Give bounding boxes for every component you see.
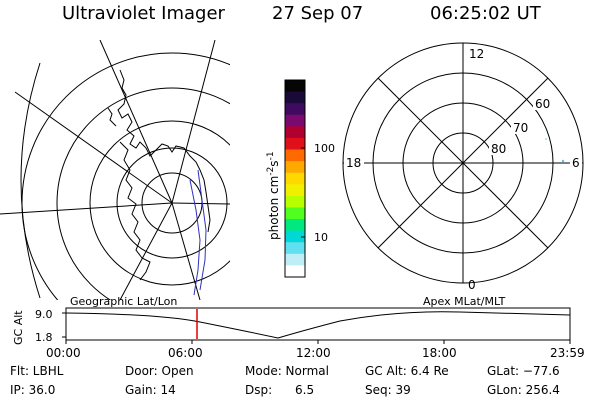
map-coastline-island: [107, 107, 117, 127]
colorbar-cell: [285, 207, 305, 220]
map-coastline-west: [119, 141, 151, 281]
map-meridian-4: [171, 40, 216, 204]
map-meridian-3: [14, 91, 173, 204]
colorbar-cell: [285, 219, 305, 232]
status-door: Door: Open: [125, 364, 194, 378]
status-dsp: Dsp: 6.5: [245, 383, 314, 397]
status-seq: Seq: 39: [365, 383, 411, 397]
status-footer: Flt: LBHL Door: Open Mode: Normal GC Alt…: [10, 364, 560, 397]
mlat-label-60: 60: [535, 97, 550, 111]
timeline-left-label: Geographic Lat/Lon: [70, 295, 177, 308]
timeline-y-top: 9.0: [35, 308, 53, 321]
time-label: 06:25:02 UT: [430, 3, 541, 24]
map-lat-circle-3: [89, 120, 230, 286]
map-lat-circle-2: [56, 87, 230, 300]
map-meridian-7: [99, 40, 173, 204]
colorbar-cell: [285, 265, 305, 278]
colorbar-cell: [285, 80, 305, 93]
mlt-label-0: 0: [468, 278, 476, 292]
map-meridian-2: [171, 202, 230, 205]
timeline-xtick-3: 18:00: [422, 346, 457, 360]
colorbar-cell: [285, 126, 305, 139]
polar-data-dot: [545, 138, 547, 140]
map-meridian-1: [0, 202, 173, 215]
colorbar-cell: [285, 172, 305, 185]
colorbar-cell: [285, 137, 305, 151]
status-mode: Mode: Normal: [245, 364, 329, 378]
timeline-xtick-0: 00:00: [46, 346, 81, 360]
map-blue-contour-1: [197, 169, 207, 291]
colorbar-cell: [285, 184, 305, 197]
timeline-xtick-1: 06:00: [168, 346, 203, 360]
colorbar: 100 10 photon cm-2s-1: [266, 79, 335, 278]
timeline-y-bottom: 1.8: [35, 331, 53, 344]
colorbar-cell: [285, 161, 305, 174]
mlt-label-18: 18: [346, 156, 361, 170]
status-gc-alt: GC Alt: 6.4 Re: [365, 364, 449, 378]
app-title: Ultraviolet Imager: [62, 3, 225, 24]
mlat-label-70: 70: [513, 121, 528, 135]
colorbar-unit-label: photon cm-2s-1: [266, 151, 281, 240]
status-ip: IP: 36.0: [10, 383, 55, 397]
orbit-altitude-curve: [65, 311, 571, 339]
map-meridian-5: [119, 202, 173, 300]
timeline-right-label: Apex MLat/MLT: [423, 295, 506, 308]
polar-labels: 12 18 6 0 60 70 80: [346, 47, 580, 292]
colorbar-cell: [285, 103, 305, 116]
colorbar-cell: [285, 253, 305, 267]
polar-data-dot: [561, 159, 565, 163]
colorbar-cell: [285, 114, 305, 127]
colorbar-cell: [285, 149, 305, 162]
timeline-y-axis-label: GC Alt: [12, 310, 25, 345]
polar-label-bg-70: [511, 120, 531, 134]
map-coastline-main: [117, 69, 211, 233]
mlt-label-6: 6: [572, 156, 580, 170]
colorbar-cell: [285, 195, 305, 209]
status-filter: Flt: LBHL: [10, 364, 64, 378]
colorbar-label-10: 10: [314, 231, 328, 244]
geographic-map: [0, 40, 230, 300]
colorbar-cell: [285, 91, 305, 104]
colorbar-cell: [285, 230, 305, 243]
timeline-xticks: [65, 340, 571, 344]
polar-label-bg-80: [489, 141, 509, 155]
timeline-xtick-4: 23:59: [550, 346, 585, 360]
polar-diagonal-2: [377, 77, 549, 249]
colorbar-label-100: 100: [314, 142, 335, 155]
polar-label-bg-top: [467, 46, 483, 60]
colorbar-frame: [284, 79, 306, 278]
polar-label-bg-60: [533, 96, 553, 110]
status-gain: Gain: 14: [125, 383, 176, 397]
map-lat-circle-4: [116, 147, 228, 259]
map-limb-arc: [20, 62, 41, 299]
map-blue-contour-2: [189, 179, 201, 296]
polar-label-bg-left: [344, 155, 364, 169]
polar-label-bg-right: [570, 155, 582, 169]
timeline-xtick-2: 12:00: [296, 346, 331, 360]
orbit-timeline: Geographic Lat/Lon Apex MLat/MLT GC Alt …: [12, 295, 585, 360]
status-glat: GLat: −77.6: [487, 364, 560, 378]
colorbar-cell: [285, 242, 305, 255]
mlat-label-80: 80: [491, 142, 506, 156]
date-label: 27 Sep 07: [272, 3, 364, 24]
polar-plot: [342, 42, 584, 284]
status-glon: GLon: 256.4: [487, 383, 560, 397]
mlt-label-12: 12: [469, 47, 484, 61]
